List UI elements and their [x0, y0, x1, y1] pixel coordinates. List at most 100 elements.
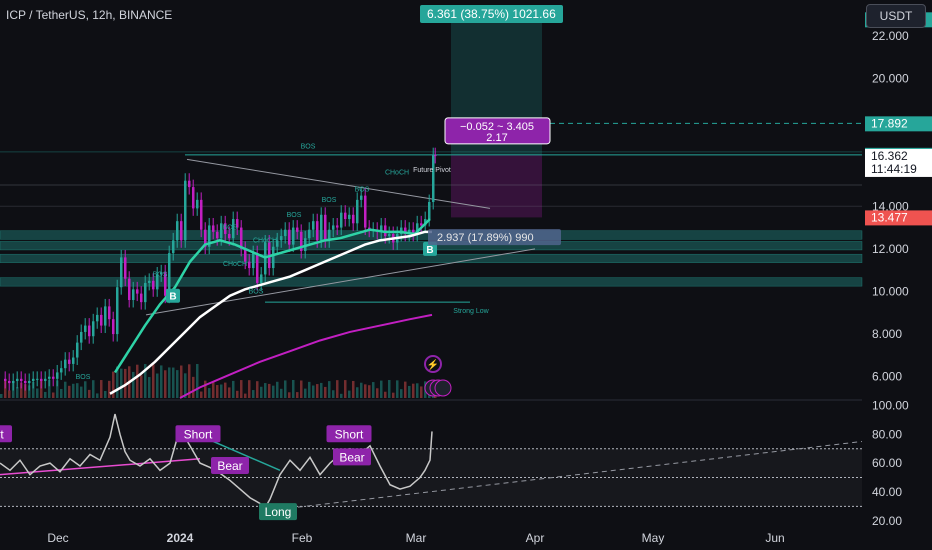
volume-bar — [200, 391, 203, 398]
candle-body — [132, 289, 135, 300]
volume-bar — [308, 381, 311, 398]
volume-bar — [84, 381, 87, 398]
candle-body — [160, 272, 163, 275]
lightning-icon — [424, 355, 442, 373]
currency-button[interactable]: USDT — [866, 4, 926, 28]
candle-body — [148, 280, 151, 283]
price-tag-label: 16.362 — [871, 149, 908, 163]
volume-bar — [20, 382, 23, 398]
candle-body — [344, 212, 347, 220]
volume-bar — [152, 364, 155, 398]
candle-body — [72, 357, 75, 364]
volume-bar — [416, 383, 419, 398]
volume-bar — [316, 384, 319, 398]
volume-bar — [212, 382, 215, 398]
buy-signal-label: B — [426, 245, 433, 256]
signal-label-box — [211, 457, 249, 474]
candle-body — [434, 155, 437, 157]
rsi-y-tick: 40.00 — [872, 485, 902, 499]
candle-body — [308, 229, 311, 239]
volume-bar — [312, 385, 315, 398]
y-tick-label: 12.000 — [872, 242, 909, 256]
entry-label-box — [444, 117, 551, 145]
entry-label: −0.052 ~ 3.405 — [460, 121, 534, 133]
volume-bar — [412, 383, 415, 398]
candle-body — [340, 212, 343, 228]
candle-body — [320, 214, 323, 241]
volume-bar — [120, 368, 123, 398]
structure-label: CHoCH — [223, 261, 247, 268]
measure-label: 6.361 (38.75%) 1021.66 — [420, 5, 563, 23]
volume-bar — [260, 386, 263, 398]
volume-bar — [244, 393, 247, 398]
volume-bar — [56, 380, 59, 398]
candle-body — [180, 221, 183, 241]
price-tag-label: 17.892 — [871, 116, 908, 130]
candle-body — [172, 240, 175, 254]
volume-bar — [148, 377, 151, 398]
volume-bar — [8, 390, 11, 398]
candle-body — [136, 289, 139, 294]
ma-line-ema_slow — [109, 230, 432, 395]
candle-body — [412, 229, 415, 234]
candle-body — [208, 225, 211, 247]
volume-bar — [324, 386, 327, 398]
structure-label: CHoCH — [385, 169, 409, 176]
volume-bar — [256, 381, 259, 398]
volume-bar — [360, 382, 363, 398]
volume-bar — [340, 393, 343, 398]
volume-bar — [140, 375, 143, 398]
volume-bar — [108, 380, 111, 398]
structure-label: BOS — [355, 186, 370, 193]
y-tick-label: 6.000 — [872, 370, 902, 384]
signal-label-box — [326, 425, 372, 443]
candle-body — [100, 314, 103, 326]
signal-label-box — [259, 503, 297, 521]
volume-bar — [276, 381, 279, 398]
candle-body — [432, 155, 435, 202]
candle-body — [48, 376, 51, 379]
candle-body — [260, 274, 263, 283]
candle-body — [44, 378, 47, 381]
volume-bar — [64, 381, 67, 398]
rsi-y-tick: 80.00 — [872, 427, 902, 441]
volume-bar — [188, 364, 191, 398]
volume-bar — [384, 391, 387, 398]
candle-body — [288, 229, 291, 245]
volume-bar — [380, 380, 383, 398]
volume-bar — [320, 382, 323, 398]
volume-bar — [364, 384, 367, 398]
candle-body — [356, 199, 359, 224]
volume-bar — [372, 382, 375, 398]
volume-bar — [144, 364, 147, 398]
candle-body — [304, 238, 307, 251]
candle-body — [248, 261, 251, 269]
candle-body — [176, 221, 179, 241]
signal-label-box — [333, 448, 371, 466]
candle-body — [280, 236, 283, 241]
volume-bar — [236, 390, 239, 398]
structure-label: BOS — [76, 374, 91, 381]
volume-bar — [352, 380, 355, 398]
candle-body — [316, 221, 319, 241]
volume-bar — [304, 388, 307, 398]
candle-body — [236, 219, 239, 228]
volume-bar — [28, 385, 31, 398]
volume-bar — [176, 370, 179, 398]
volume-bar — [336, 380, 339, 398]
ma-line-ema_long — [179, 313, 433, 399]
volume-bar — [248, 380, 251, 398]
rsi-y-tick: 60.00 — [872, 456, 902, 470]
volume-bar — [232, 380, 235, 398]
candle-body — [164, 272, 167, 296]
volume-bar — [40, 380, 43, 398]
candle-body — [168, 253, 171, 296]
candle-body — [380, 225, 383, 232]
volume-bar — [68, 385, 71, 398]
volume-bar — [216, 385, 219, 398]
buy-signal — [166, 288, 180, 303]
candle-body — [104, 306, 107, 326]
y-tick-label: 14.000 — [872, 199, 909, 213]
candle-body — [204, 229, 207, 247]
